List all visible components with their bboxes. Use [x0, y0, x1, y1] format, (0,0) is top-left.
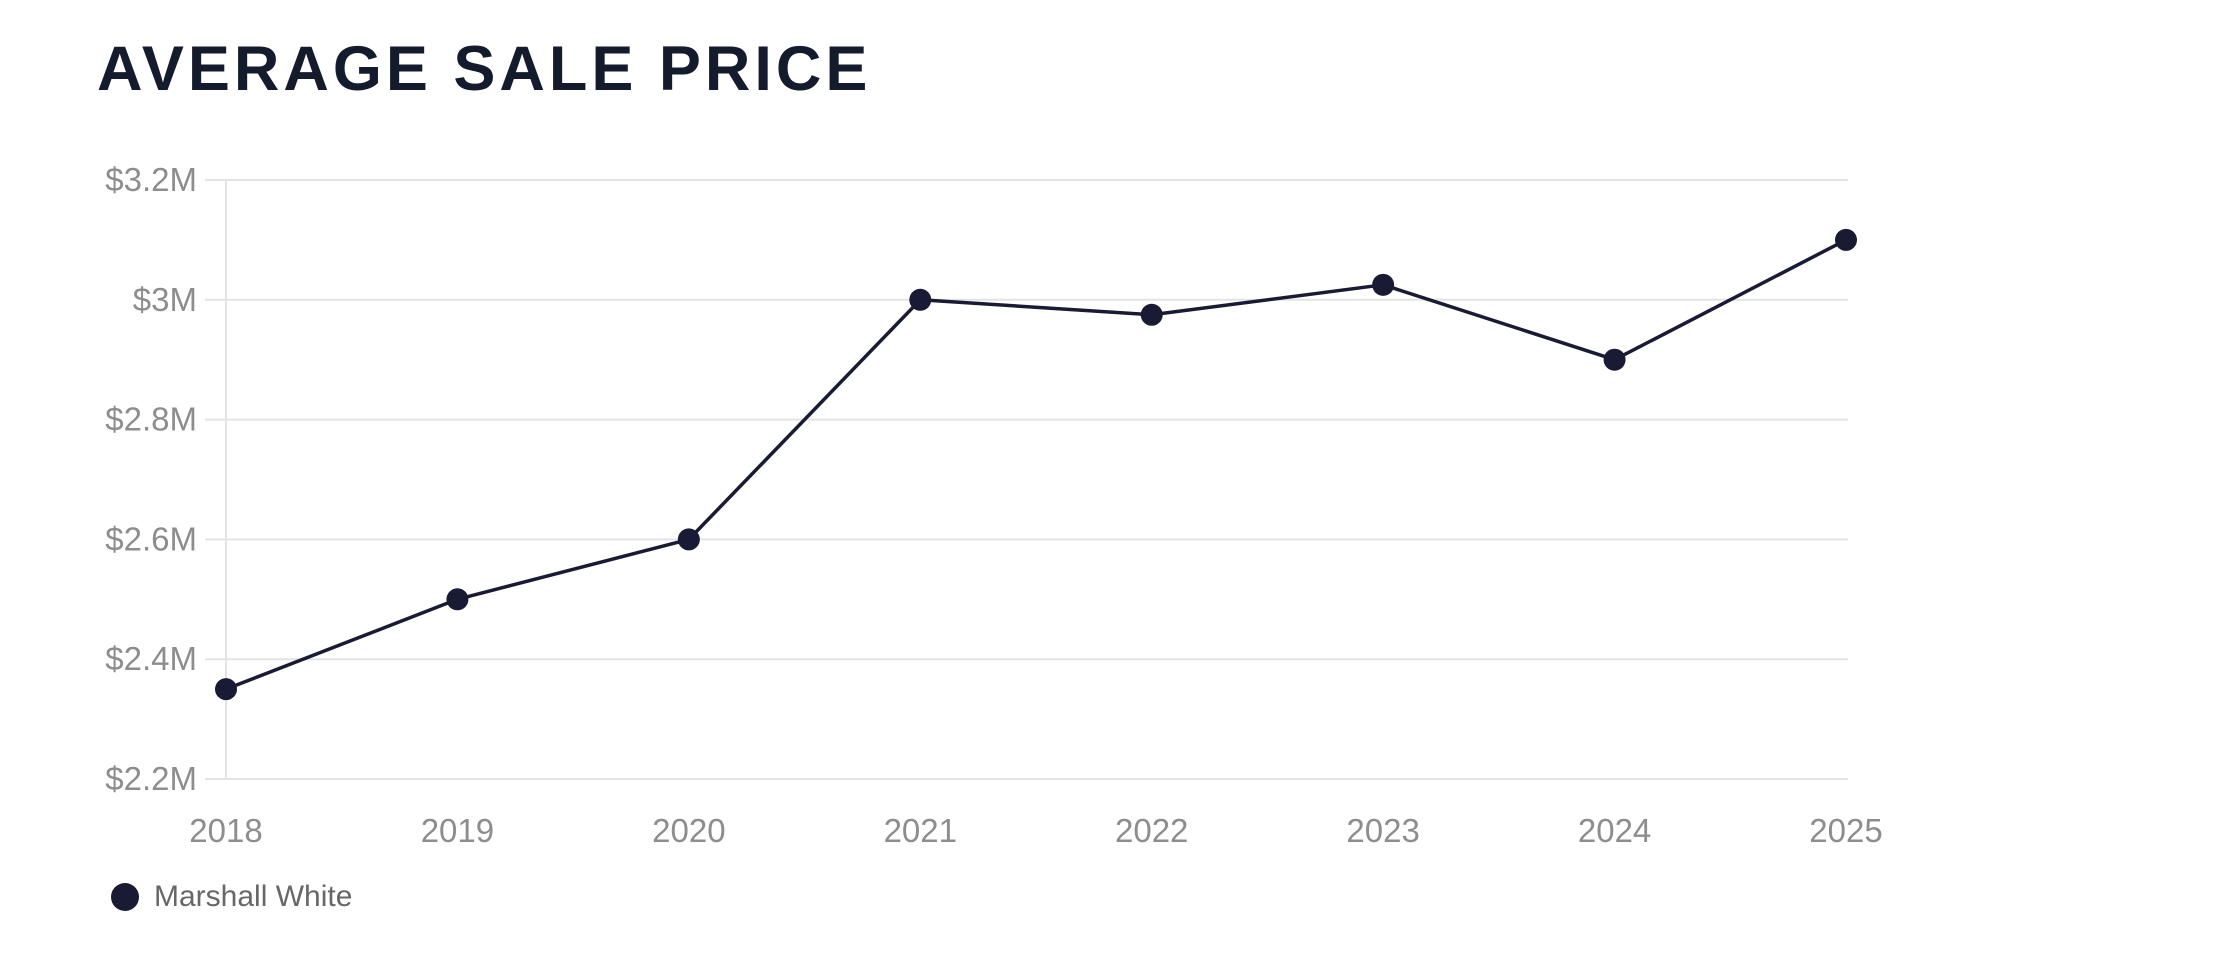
chart-legend: Marshall White — [111, 880, 352, 914]
legend-item-marshall-white[interactable]: Marshall White — [111, 880, 352, 914]
data-point[interactable] — [677, 528, 700, 551]
data-point[interactable] — [446, 588, 469, 611]
x-tick-label: 2022 — [1115, 812, 1188, 849]
data-point[interactable] — [215, 678, 237, 701]
y-tick-label: $3.2M — [105, 161, 197, 198]
data-point[interactable] — [1835, 228, 1857, 251]
series-line — [225, 238, 1847, 691]
y-tick-label: $2.4M — [105, 640, 197, 677]
y-tick-label: $2.8M — [105, 401, 197, 438]
chart-title: AVERAGE SALE PRICE — [97, 34, 872, 104]
y-tick-label: $2.6M — [105, 520, 197, 557]
legend-dot-icon — [111, 883, 139, 911]
y-tick-label: $3M — [133, 281, 197, 318]
data-point[interactable] — [1603, 348, 1626, 371]
data-point[interactable] — [1140, 303, 1163, 326]
x-tick-label: 2025 — [1809, 812, 1882, 849]
y-tick-label: $2.2M — [105, 760, 197, 797]
data-point[interactable] — [1372, 273, 1395, 296]
x-tick-label: 2020 — [652, 812, 725, 849]
x-tick-label: 2024 — [1578, 812, 1651, 849]
data-point[interactable] — [909, 288, 932, 311]
legend-label: Marshall White — [154, 880, 353, 913]
x-tick-label: 2021 — [884, 812, 957, 849]
x-tick-label: 2023 — [1346, 812, 1419, 849]
x-tick-label: 2018 — [189, 812, 262, 849]
x-tick-label: 2019 — [421, 812, 494, 849]
